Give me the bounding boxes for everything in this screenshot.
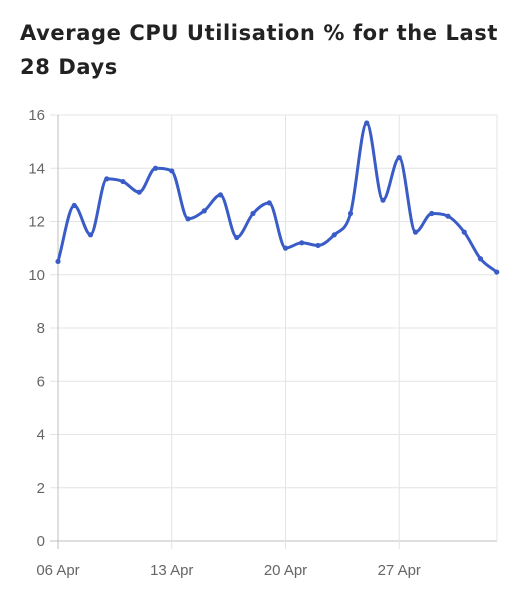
data-point	[445, 213, 451, 219]
data-point	[87, 232, 94, 238]
data-point	[104, 176, 110, 182]
data-point	[461, 229, 467, 235]
data-point	[120, 178, 126, 185]
y-tick-label: 4	[37, 427, 45, 444]
data-point	[429, 210, 435, 217]
data-point	[331, 232, 337, 238]
data-point	[201, 208, 207, 214]
data-point	[299, 240, 305, 246]
data-point	[282, 245, 289, 251]
data-point	[250, 210, 256, 217]
x-tick-label: 20 Apr	[264, 562, 307, 579]
data-point	[234, 234, 240, 241]
data-point	[152, 165, 159, 171]
y-tick-label: 0	[37, 533, 45, 550]
data-point	[364, 120, 370, 126]
cpu-series-line	[56, 121, 499, 274]
data-point	[347, 210, 354, 217]
y-tick-label: 6	[37, 373, 45, 390]
y-tick-label: 12	[28, 214, 45, 231]
data-point	[315, 242, 321, 249]
x-tick-label: 13 Apr	[150, 562, 193, 579]
data-point	[71, 202, 77, 209]
data-point	[412, 229, 419, 235]
y-tick-label: 16	[28, 107, 45, 124]
data-point	[136, 189, 142, 195]
y-tick-label: 2	[37, 480, 45, 497]
chart-title: Average CPU Utilisation % for the Last 2…	[20, 21, 499, 79]
x-tick-label: 27 Apr	[378, 562, 421, 579]
data-point	[266, 200, 272, 206]
y-tick-label: 8	[37, 320, 45, 337]
data-point	[494, 269, 500, 275]
y-tick-label: 10	[28, 267, 45, 284]
y-tick-label: 14	[28, 160, 45, 177]
x-tick-label: 06 Apr	[36, 562, 79, 579]
data-point	[169, 168, 175, 174]
data-point	[185, 216, 191, 222]
data-point	[396, 155, 402, 161]
data-point	[477, 256, 484, 262]
data-point	[217, 192, 224, 198]
data-point	[380, 197, 386, 203]
data-point	[55, 258, 61, 265]
